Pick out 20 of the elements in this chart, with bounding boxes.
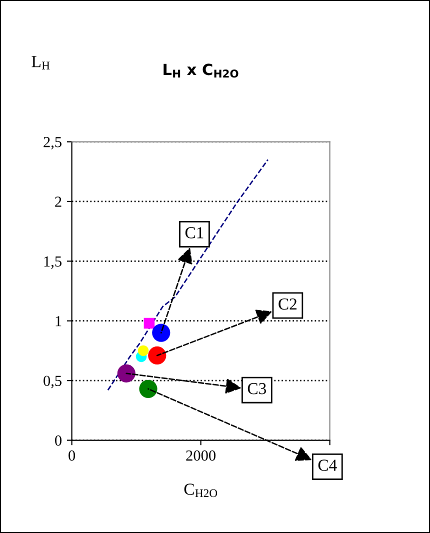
y-tick-label: 1	[56, 316, 62, 326]
annotation: C4	[318, 460, 337, 471]
annotation: C3	[248, 383, 266, 394]
point	[152, 324, 170, 342]
annotation: C2	[278, 298, 297, 310]
x-tick-label: 2000	[186, 450, 216, 461]
y-tick-label: 0	[55, 435, 62, 446]
annotation: C1	[185, 227, 204, 238]
y-tick-label: 2	[55, 196, 62, 207]
y-tick-label: 1,5	[44, 256, 62, 269]
y-axis-title: L$_{H}$	[32, 56, 50, 70]
y-tick-label: 2,5	[44, 136, 62, 150]
point	[117, 364, 136, 382]
chart-title: L$_{H}$ x C$_{H2O}$	[164, 64, 238, 78]
point	[148, 346, 166, 365]
y-tick-label: 0,5	[44, 376, 62, 388]
point	[138, 345, 149, 356]
point	[144, 318, 155, 329]
point	[139, 380, 158, 398]
x-axis-title: C$_{H2O}$	[184, 484, 218, 498]
